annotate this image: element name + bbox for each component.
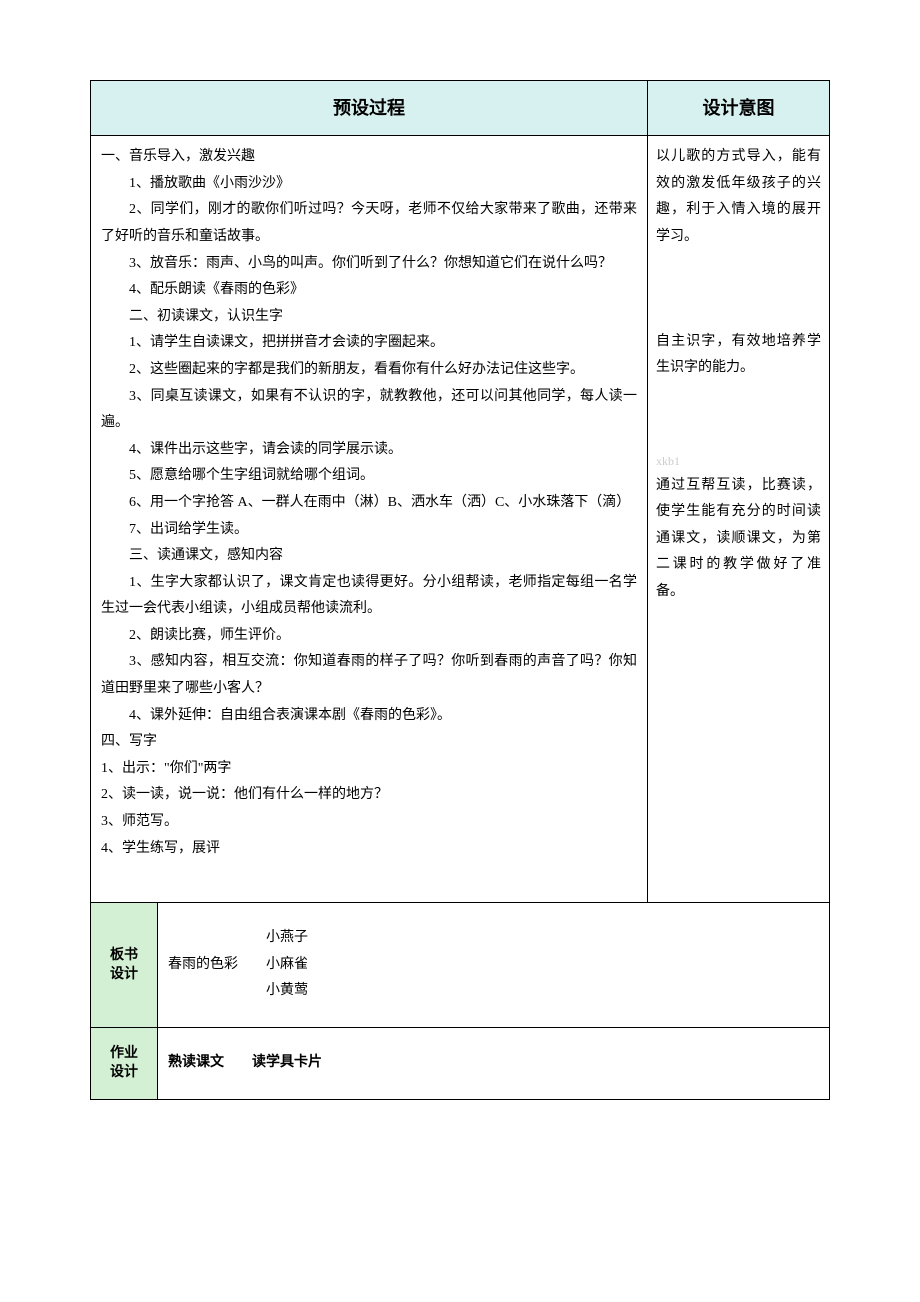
purpose-note1: 以儿歌的方式导入，能有效的激发低年级孩子的兴趣，利于入情入境的展开学习。 [656, 144, 821, 250]
header-process: 预设过程 [91, 81, 648, 136]
section2-item7: 7、出词给学生读。 [101, 517, 637, 544]
section4-item4: 4、学生练写，展评 [101, 836, 637, 863]
section2-item1: 1、请学生自读课文，把拼拼音才会读的字圈起来。 [101, 330, 637, 357]
board-title: 春雨的色彩 [168, 952, 238, 979]
section1-item1: 1、播放歌曲《小雨沙沙》 [101, 171, 637, 198]
section2-item4: 4、课件出示这些字，请会读的同学展示读。 [101, 437, 637, 464]
homework-label: 作业设计 [91, 1028, 158, 1100]
purpose-note2: 自主识字，有效地培养学生识字的能力。 [656, 329, 821, 382]
board-item3: 小黄莺 [266, 978, 308, 1005]
section3-item3: 3、感知内容，相互交流：你知道春雨的样子了吗？你听到春雨的声音了吗？你知道田野里… [101, 649, 637, 702]
homework-content: 熟读课文 读学具卡片 [158, 1028, 830, 1100]
header-purpose: 设计意图 [648, 81, 830, 136]
section1-item3: 3、放音乐：雨声、小鸟的叫声。你们听到了什么？你想知道它们在说什么吗？ [101, 251, 637, 278]
section1-title: 一、音乐导入，激发兴趣 [101, 144, 637, 171]
purpose-note3: 通过互帮互读，比赛读，使学生能有充分的时间读通课文，读顺课文，为第二课时的教学做… [656, 473, 821, 606]
section3-item1: 1、生字大家都认识了，课文肯定也读得更好。分小组帮读，老师指定每组一名学生过一会… [101, 570, 637, 623]
board-label: 板书设计 [91, 903, 158, 1028]
section1-item4: 4、配乐朗读《春雨的色彩》 [101, 277, 637, 304]
faint-mark: xkb1 [656, 450, 821, 473]
purpose-content: 以儿歌的方式导入，能有效的激发低年级孩子的兴趣，利于入情入境的展开学习。 自主识… [648, 136, 830, 903]
section2-item5: 5、愿意给哪个生字组词就给哪个组词。 [101, 463, 637, 490]
section2-title: 二、初读课文，认识生字 [101, 304, 637, 331]
section2-item3: 3、同桌互读课文，如果有不认识的字，就教教他，还可以问其他同学，每人读一遍。 [101, 384, 637, 437]
section3-title: 三、读通课文，感知内容 [101, 543, 637, 570]
section4-item2: 2、读一读，说一说：他们有什么一样的地方？ [101, 782, 637, 809]
section2-item2: 2、这些圈起来的字都是我们的新朋友，看看你有什么好办法记住这些字。 [101, 357, 637, 384]
section1-item2: 2、同学们，刚才的歌你们听过吗？今天呀，老师不仅给大家带来了歌曲，还带来了好听的… [101, 197, 637, 250]
board-content: 春雨的色彩 小燕子 小麻雀 小黄莺 [158, 903, 830, 1028]
process-content: 一、音乐导入，激发兴趣 1、播放歌曲《小雨沙沙》 2、同学们，刚才的歌你们听过吗… [91, 136, 648, 903]
section4-title: 四、写字 [101, 729, 637, 756]
board-item1: 小燕子 [266, 925, 308, 952]
section4-item3: 3、师范写。 [101, 809, 637, 836]
section4-item1: 1、出示："你们"两字 [101, 756, 637, 783]
section3-item2: 2、朗读比赛，师生评价。 [101, 623, 637, 650]
board-item2: 小麻雀 [266, 952, 308, 979]
section2-item6: 6、用一个字抢答 A、一群人在雨中（淋）B、洒水车（洒）C、小水珠落下（滴） [101, 490, 637, 517]
section3-item4: 4、课外延伸：自由组合表演课本剧《春雨的色彩》。 [101, 703, 637, 730]
